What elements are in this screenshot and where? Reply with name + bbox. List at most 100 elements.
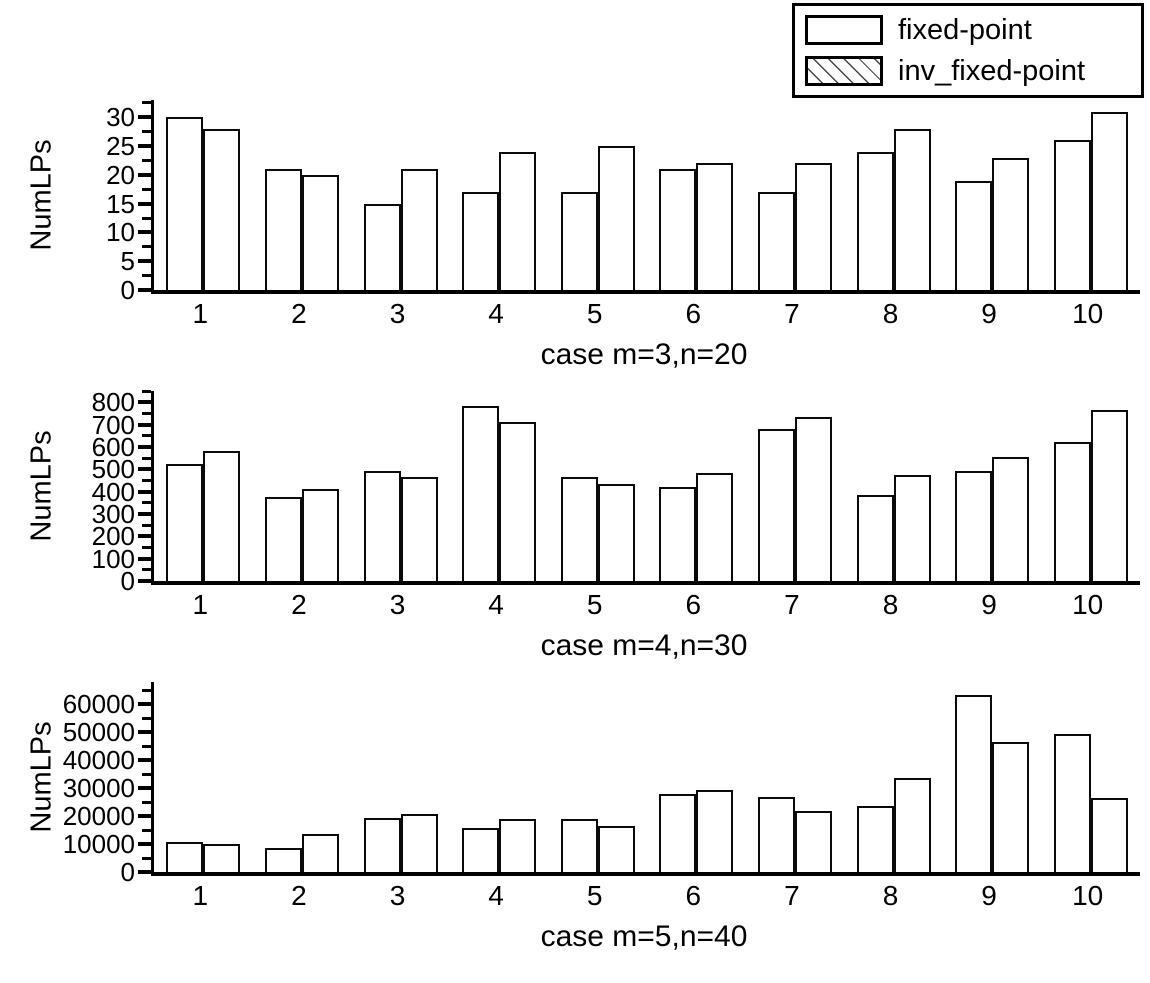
- bar-fixed-point-case-7: [757, 797, 795, 872]
- bar-fixed-point-case-2: [264, 497, 302, 581]
- bar-inv_fixed-point-case-9: [992, 456, 1030, 581]
- x-tick-label: 6: [685, 298, 702, 329]
- plot-area: NumLPs 0 10000 20000 30000 40000 50000 60000: [26, 682, 1140, 885]
- x-tick-label: 5: [586, 589, 603, 620]
- y-tick-major: [138, 400, 151, 405]
- legend-item-fixed-point: fixed-point: [805, 12, 1131, 48]
- y-tick-label: 0: [120, 275, 135, 305]
- y-tick-label: 300: [91, 498, 135, 529]
- y-tick-major: [138, 172, 151, 177]
- legend-item-inv-fixed-point: inv_fixed-point: [805, 53, 1131, 89]
- bar-fixed-point-case-5: [560, 192, 598, 290]
- bar-inv_fixed-point-case-5: [597, 483, 635, 581]
- bar-fixed-point-case-7: [757, 192, 795, 290]
- bar-fixed-point-case-8: [856, 805, 894, 872]
- y-tick-major: [138, 422, 151, 427]
- charts-container: NumLPs 0 5 10 15 20 25 30 1 2 3 4 5 6 7 8 9 10 case m=3…: [0, 100, 1150, 973]
- bar-inv_fixed-point-case-9: [992, 157, 1030, 290]
- x-tick-label: 2: [291, 298, 307, 329]
- bar-inv_fixed-point-case-1: [203, 128, 241, 290]
- x-tick-label: 6: [685, 589, 702, 620]
- x-tick-label: 9: [981, 298, 997, 329]
- bar-inv_fixed-point-case-7: [794, 163, 832, 290]
- y-tick-minor: [142, 434, 151, 438]
- y-tick-label: 50000: [62, 717, 135, 748]
- x-tick-label: 8: [882, 880, 899, 911]
- x-tick-label: 1: [192, 298, 209, 329]
- bar-inv_fixed-point-case-5: [597, 146, 635, 290]
- x-tick-label: 10: [1072, 589, 1104, 620]
- bar-fixed-point-case-7: [757, 429, 795, 581]
- x-tick-label: 10: [1072, 880, 1104, 911]
- bar-fixed-point-case-9: [955, 694, 993, 872]
- x-tick-label: 4: [488, 589, 504, 620]
- bar-fixed-point-case-8: [856, 151, 894, 290]
- x-tick-label: 9: [981, 589, 997, 620]
- y-tick-label: 700: [91, 409, 135, 440]
- y-tick-major: [138, 444, 151, 449]
- bar-fixed-point-case-10: [1053, 140, 1091, 290]
- y-tick-label: 500: [91, 454, 135, 485]
- chart-case-m4-n30: NumLPs 0 100 200 300 400 500 600 700 800 1 2 3 4 5 6 7…: [0, 387, 1150, 670]
- plot-area: NumLPs 0 5 10 15 20 25 30: [26, 100, 1140, 303]
- y-tick-minor: [142, 130, 151, 134]
- x-tick-label: 6: [685, 880, 702, 911]
- legend-swatch-solid-icon: [805, 15, 883, 45]
- bar-fixed-point-case-8: [856, 494, 894, 581]
- bar-fixed-point-case-9: [955, 471, 993, 581]
- x-tick-label: 2: [291, 880, 307, 911]
- x-axis-tick-labels: 1 2 3 4 5 6 7 8 9 10: [151, 879, 1137, 915]
- y-tick-minor: [142, 744, 151, 748]
- bar-fixed-point-case-6: [659, 794, 697, 872]
- y-tick-major: [138, 201, 151, 206]
- bar-inv_fixed-point-case-2: [301, 833, 339, 872]
- bar-inv_fixed-point-case-8: [893, 778, 931, 872]
- y-tick-label: 800: [91, 387, 135, 418]
- y-tick-label: 400: [91, 476, 135, 507]
- y-tick-label: 0: [120, 857, 135, 887]
- y-tick-minor: [142, 389, 151, 393]
- y-tick-major: [138, 842, 151, 847]
- bar-inv_fixed-point-case-10: [1090, 410, 1128, 581]
- x-tick-label: 7: [784, 298, 800, 329]
- y-tick-major: [138, 730, 151, 735]
- bar-inv_fixed-point-case-4: [499, 819, 537, 872]
- x-tick-label: 5: [586, 880, 603, 911]
- bar-fixed-point-case-4: [462, 405, 500, 581]
- y-tick-major: [138, 870, 151, 874]
- y-tick-label: 20000: [62, 801, 135, 832]
- y-tick-minor: [142, 828, 151, 832]
- y-tick-minor: [142, 478, 151, 482]
- y-tick-label: 100: [91, 543, 135, 574]
- y-tick-label: 10000: [62, 829, 135, 860]
- bar-fixed-point-case-2: [264, 848, 302, 872]
- bar-fixed-point-case-6: [659, 169, 697, 290]
- bar-inv_fixed-point-case-1: [203, 451, 241, 581]
- x-tick-label: 3: [389, 880, 406, 911]
- bar-inv_fixed-point-case-6: [696, 789, 734, 872]
- bar-fixed-point-case-4: [462, 828, 500, 872]
- y-tick-major: [138, 467, 151, 472]
- y-tick-major: [138, 534, 151, 539]
- y-tick-minor: [142, 800, 151, 804]
- bar-fixed-point-case-1: [166, 842, 204, 872]
- y-tick-minor: [142, 274, 151, 278]
- y-tick-minor: [142, 245, 151, 249]
- y-tick-major: [138, 758, 151, 763]
- bar-fixed-point-case-3: [363, 471, 401, 581]
- y-tick-label: 20: [106, 159, 135, 190]
- y-tick-label: 30000: [62, 773, 135, 804]
- y-tick-minor: [142, 716, 151, 720]
- bar-inv_fixed-point-case-4: [499, 151, 537, 290]
- y-tick-minor: [142, 187, 151, 191]
- y-tick-minor: [142, 411, 151, 415]
- x-tick-label: 7: [784, 880, 800, 911]
- y-tick-label: 30: [106, 102, 135, 133]
- chart-caption: case m=3,n=20: [540, 338, 748, 371]
- bar-inv_fixed-point-case-2: [301, 174, 339, 290]
- bar-fixed-point-case-3: [363, 203, 401, 290]
- bar-inv_fixed-point-case-5: [597, 826, 635, 872]
- bar-inv_fixed-point-case-10: [1090, 111, 1128, 290]
- x-tick-label: 2: [291, 589, 307, 620]
- bar-fixed-point-case-5: [560, 819, 598, 872]
